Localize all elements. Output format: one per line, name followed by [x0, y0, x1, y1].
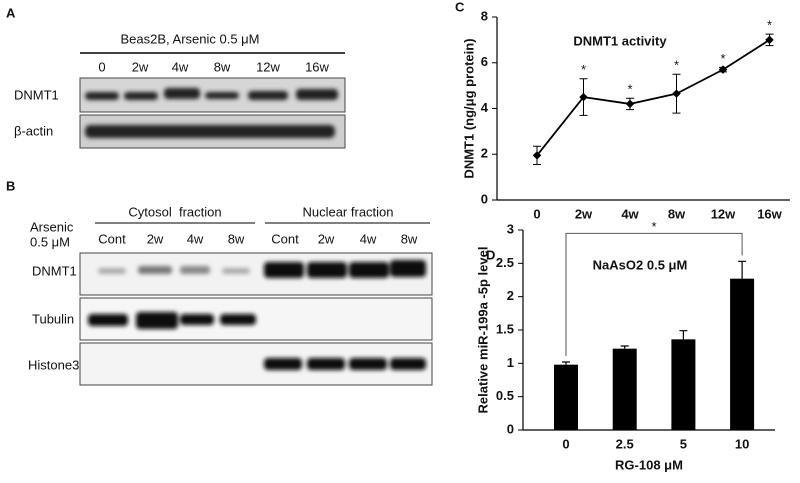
row-label: DNMT1 — [14, 87, 59, 102]
x-tick-label: 5 — [680, 436, 687, 451]
lane-label: 4w — [360, 231, 377, 246]
panel-label: C — [455, 0, 465, 14]
panel-label: D — [486, 247, 495, 262]
lane-labels: Cont 2w 4w 8w Cont 2w 4w 8w — [98, 231, 418, 246]
group-label: Nuclear fraction — [302, 204, 393, 219]
error-bar — [562, 361, 570, 365]
charts: C DNMT1 activity 0 2 4 6 8 0 2w 4w 8w 12w 16w DNMT1 (… — [455, 0, 790, 472]
significance-mark: * — [674, 58, 679, 73]
lane-label: 8w — [228, 231, 245, 246]
lane-label: 2w — [147, 231, 164, 246]
lane-label: 16w — [305, 59, 329, 74]
y-tick-label: 0 — [507, 421, 514, 436]
lane-label: Cont — [271, 231, 299, 246]
lane-label: 8w — [214, 59, 231, 74]
lane-label: 4w — [187, 231, 204, 246]
significance-mark: * — [627, 82, 632, 97]
row-label: DNMT1 — [32, 263, 77, 278]
lane-label: 2w — [318, 231, 335, 246]
y-tick-label: 1.5 — [496, 321, 514, 336]
y-tick-label: 1 — [507, 355, 514, 370]
treatment-label: 0.5 μM — [30, 234, 70, 249]
chart-title: NaAsO2 0.5 μM — [593, 257, 688, 272]
blot-title: Beas2B, Arsenic 0.5 μM — [120, 31, 259, 46]
x-tick-label: 16w — [757, 206, 782, 221]
lane-label: 12w — [256, 59, 280, 74]
x-axis-label: RG-108 μM — [615, 457, 683, 472]
row-label: β-actin — [14, 123, 53, 138]
x-tick-label: 0 — [562, 436, 569, 451]
y-tick-label: 2 — [481, 146, 488, 161]
chart-title: DNMT1 activity — [573, 33, 667, 48]
y-tick-label: 3 — [507, 221, 514, 236]
error-bar — [620, 345, 629, 349]
lane-labels: 0 2w 4w 8w 12w 16w — [98, 59, 329, 74]
y-tick-label: 2.5 — [496, 255, 514, 270]
bar — [554, 364, 578, 430]
lane-label: 8w — [401, 231, 418, 246]
data-point — [765, 35, 774, 45]
group-label: Cytosol fraction — [128, 204, 221, 219]
lane-label: 0 — [98, 59, 105, 74]
y-tick-label: 0.5 — [496, 388, 514, 403]
row-label: Histone3 — [28, 357, 79, 372]
lane-label: 4w — [172, 59, 189, 74]
significance-mark: * — [767, 18, 772, 33]
x-tick-label: 2.5 — [616, 436, 634, 451]
panel-label: A — [6, 5, 16, 20]
y-tick-label: 6 — [481, 54, 488, 69]
error-bar — [679, 330, 688, 340]
bands — [85, 88, 338, 138]
data-point — [672, 89, 681, 98]
significance-mark: * — [652, 219, 657, 234]
y-tick-label: 8 — [481, 8, 488, 23]
x-tick-label: 12w — [711, 206, 736, 221]
x-tick-label: 10 — [735, 436, 749, 451]
bar — [730, 278, 755, 430]
panel-label: B — [6, 178, 15, 193]
data-point — [718, 65, 728, 74]
error-bar — [738, 260, 747, 279]
y-axis-label: DNMT1 (ng/μg protein) — [461, 38, 476, 178]
y-tick-label: 2 — [507, 288, 514, 303]
y-axis-label: Relative miR-199a -5p level — [475, 247, 490, 414]
data-line — [536, 39, 770, 156]
significance-bracket — [565, 232, 743, 356]
y-tick-label: 0 — [481, 191, 488, 206]
significance-mark: * — [581, 62, 586, 77]
treatment-label: Arsenic — [30, 219, 74, 234]
bar — [671, 339, 696, 430]
data-point — [625, 99, 635, 109]
x-tick-label: 2w — [575, 206, 593, 221]
bands — [88, 260, 426, 370]
row-label: Tubulin — [32, 311, 74, 326]
lane-label: 2w — [132, 59, 149, 74]
x-tick-label: 4w — [621, 206, 639, 221]
lane-label: Cont — [98, 231, 126, 246]
y-tick-label: 4 — [481, 100, 489, 115]
significance-mark: * — [720, 51, 725, 66]
x-tick-label: 8w — [668, 206, 686, 221]
bar — [612, 348, 637, 430]
x-tick-label: 0 — [533, 206, 540, 221]
